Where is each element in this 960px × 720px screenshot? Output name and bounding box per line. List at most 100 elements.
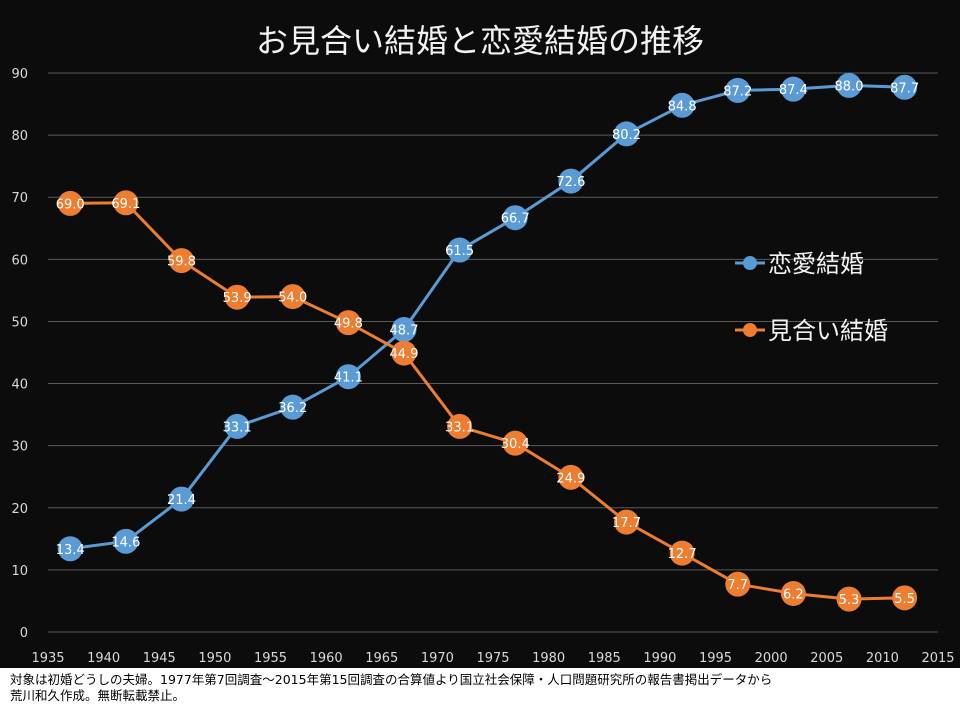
data-label-miai: 44.9 <box>390 347 419 362</box>
x-tick-label: 1965 <box>365 651 398 666</box>
x-tick-label: 1945 <box>143 651 176 666</box>
x-tick-label: 1960 <box>310 651 343 666</box>
y-tick-label: 10 <box>11 564 28 579</box>
data-label-miai: 59.8 <box>167 255 196 270</box>
data-label-ren-ai: 87.2 <box>723 84 752 99</box>
x-tick-label: 1955 <box>254 651 287 666</box>
data-label-miai: 6.2 <box>783 587 804 602</box>
data-point-ren-ai <box>57 536 83 562</box>
data-label-miai: 53.9 <box>223 291 252 306</box>
data-label-miai: 69.0 <box>56 197 85 212</box>
data-point-ren-ai <box>169 486 194 512</box>
y-tick-label: 40 <box>11 378 28 393</box>
x-tick-label: 1980 <box>532 651 565 666</box>
data-point-miai <box>836 586 862 612</box>
data-point-miai <box>391 340 417 366</box>
y-axis: 0 10 20 30 40 50 60 70 80 90 <box>11 67 28 641</box>
data-point-miai <box>113 190 139 216</box>
x-tick-label: 1940 <box>87 651 120 666</box>
x-tick-label: 2005 <box>810 651 843 666</box>
data-point-ren-ai <box>836 72 862 98</box>
y-tick-label: 70 <box>11 191 28 206</box>
chart-title: お見合い結婚と恋愛結婚の推移 <box>256 22 704 60</box>
x-tick-label: 1985 <box>588 651 621 666</box>
data-point-ren-ai <box>391 317 417 343</box>
data-label-miai: 24.9 <box>556 471 585 486</box>
data-point-ren-ai <box>224 413 250 439</box>
data-point-ren-ai <box>892 74 918 100</box>
data-label-ren-ai: 21.4 <box>167 493 196 508</box>
legend-marker-ren-ai <box>743 256 757 270</box>
data-point-miai <box>502 430 528 456</box>
data-point-ren-ai <box>780 76 806 102</box>
data-label-miai: 17.7 <box>612 516 641 531</box>
series-line-ren-ai <box>70 83 905 551</box>
x-tick-label: 1950 <box>198 651 231 666</box>
data-label-miai: 5.5 <box>894 592 915 607</box>
x-tick-label: 2000 <box>755 651 788 666</box>
legend-label-miai: 見合い結婚 <box>768 317 888 345</box>
data-point-miai <box>892 585 918 611</box>
data-point-miai <box>669 540 695 566</box>
data-label-miai: 69.1 <box>111 197 140 212</box>
data-label-ren-ai: 87.7 <box>890 81 919 96</box>
data-label-ren-ai: 61.5 <box>445 244 474 259</box>
data-label-ren-ai: 36.2 <box>278 401 307 416</box>
data-label-miai: 49.8 <box>334 317 363 332</box>
data-label-ren-ai: 66.7 <box>501 212 530 227</box>
data-label-ren-ai: 14.6 <box>111 535 140 550</box>
y-tick-label: 20 <box>11 502 28 517</box>
data-point-miai <box>280 284 306 310</box>
x-tick-label: 1995 <box>699 651 732 666</box>
data-label-ren-ai: 87.4 <box>779 83 808 98</box>
data-point-miai <box>614 509 639 535</box>
data-point-miai <box>558 464 584 490</box>
data-label-miai: 7.7 <box>727 578 748 593</box>
data-label-miai: 54.0 <box>278 291 307 306</box>
x-tick-label: 1990 <box>643 651 676 666</box>
data-point-miai <box>447 413 473 439</box>
data-point-ren-ai <box>447 237 473 263</box>
data-label-ren-ai: 72.6 <box>556 175 585 190</box>
data-point-ren-ai <box>725 77 751 103</box>
data-point-miai <box>335 310 361 336</box>
data-point-ren-ai <box>335 364 361 390</box>
data-label-ren-ai: 84.8 <box>668 99 697 114</box>
x-axis: 1935 1940 1945 1950 1955 1960 1965 1970 1975 1980… <box>31 651 954 666</box>
data-label-ren-ai: 41.1 <box>334 371 363 386</box>
gridlines <box>48 72 938 633</box>
data-point-ren-ai <box>614 121 639 147</box>
data-point-ren-ai <box>558 168 584 194</box>
y-tick-label: 80 <box>11 129 28 144</box>
data-point-miai <box>57 190 83 216</box>
data-label-miai: 33.1 <box>445 420 474 435</box>
chart-area: お見合い結婚と恋愛結婚の推移 0 10 20 30 40 50 60 70 80 90 1935 1… <box>0 0 960 668</box>
x-tick-label: 2010 <box>866 651 899 666</box>
source-footnote: 対象は初婚どうしの夫婦。1977年第7回調査〜2015年第15回調査の合算値より… <box>10 672 954 704</box>
data-point-ren-ai <box>669 92 695 118</box>
data-label-ren-ai: 80.2 <box>612 128 641 143</box>
x-tick-label: 1970 <box>421 651 454 666</box>
data-label-ren-ai: 33.1 <box>223 420 252 435</box>
series-line-miai <box>70 201 905 601</box>
data-point-miai <box>224 284 250 310</box>
y-tick-label: 90 <box>11 67 28 82</box>
data-label-miai: 30.4 <box>501 437 530 452</box>
data-label-ren-ai: 13.4 <box>56 543 85 558</box>
legend-marker-miai <box>743 323 757 337</box>
data-point-miai <box>725 571 751 597</box>
y-tick-label: 30 <box>11 440 28 455</box>
data-point-ren-ai <box>113 528 139 554</box>
data-point-miai <box>169 248 194 274</box>
footnote-line-2: 荒川和久作成。無断転載禁止。 <box>10 688 186 703</box>
x-tick-label: 1935 <box>31 651 64 666</box>
y-tick-label: 60 <box>11 253 28 268</box>
data-label-miai: 5.3 <box>839 593 860 608</box>
x-tick-label: 1975 <box>476 651 509 666</box>
data-point-miai <box>780 580 806 606</box>
data-label-miai: 12.7 <box>668 547 697 562</box>
footnote-line-1: 対象は初婚どうしの夫婦。1977年第7回調査〜2015年第15回調査の合算値より… <box>10 672 773 687</box>
y-tick-label: 50 <box>11 315 28 330</box>
x-tick-label: 2015 <box>921 651 954 666</box>
